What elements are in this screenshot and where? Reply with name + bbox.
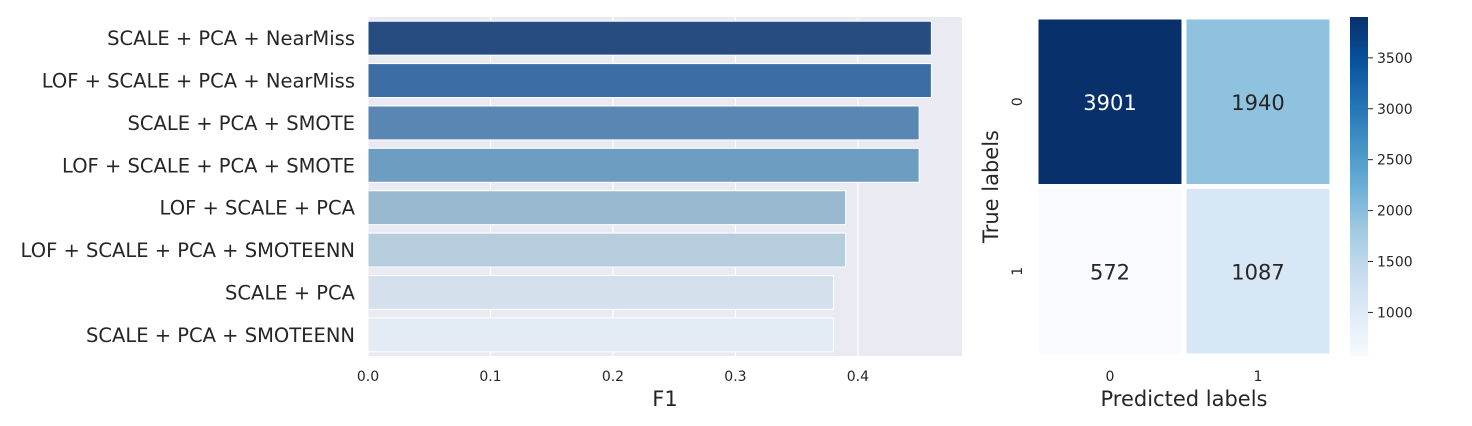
x-tick-label: 0.1 [479,369,501,385]
x-tick-labels: 0.0 0.1 0.2 0.3 0.4 [357,369,869,385]
category-label: LOF + SCALE + PCA [160,197,356,220]
x-tick-label: 0.0 [357,369,379,385]
heatmap-cells: 3901 1940 572 1087 [1033,14,1335,359]
x-tick-label: 1 [1254,369,1263,385]
category-labels: SCALE + PCA + NearMiss LOF + SCALE + PCA … [21,27,356,347]
colorbar-gradient [1350,17,1368,356]
colorbar: 1000 1500 2000 2500 3000 3500 [1350,17,1413,356]
category-label: SCALE + PCA [225,281,356,304]
bar [367,317,834,353]
x-axis-label: Predicted labels [1101,387,1268,411]
x-tick-label: 0.4 [847,369,869,385]
cell-value: 3901 [1083,91,1136,115]
x-axis-label: F1 [652,387,677,411]
category-label: LOF + SCALE + PCA + NearMiss [42,70,355,93]
colorbar-tick-label: 3500 [1377,51,1413,67]
colorbar-tick-label: 2500 [1377,153,1413,169]
colorbar-tick-label: 1000 [1377,305,1413,321]
bar [367,63,932,99]
y-tick-label: 0 [1010,97,1026,106]
category-label: LOF + SCALE + PCA + SMOTE [62,154,355,177]
bar [367,190,847,226]
heatmap-cell [1181,14,1335,189]
bar [367,147,920,183]
bars [367,20,932,353]
colorbar-tick-label: 3000 [1377,102,1413,118]
colorbar-tick-label: 1500 [1377,254,1413,270]
heatmap-cell [1033,184,1187,359]
cell-value: 1940 [1231,91,1284,115]
bar [367,274,834,310]
bar [367,20,932,56]
x-tick-label: 0.2 [602,369,624,385]
cell-value: 1087 [1231,260,1284,284]
heatmap-cell [1181,184,1335,359]
y-axis-label: True labels [979,130,1003,244]
category-label: SCALE + PCA + NearMiss [107,27,355,50]
heatmap-tick-labels: 0 1 0 1 [1010,97,1262,385]
category-label: SCALE + PCA + SMOTE [128,112,356,135]
category-label: LOF + SCALE + PCA + SMOTEENN [21,239,355,262]
x-tick-label: 0 [1106,369,1115,385]
x-tick-label: 0.3 [724,369,746,385]
colorbar-ticks: 1000 1500 2000 2500 3000 3500 [1368,51,1413,321]
colorbar-tick-label: 2000 [1377,204,1413,220]
y-tick-label: 1 [1010,267,1026,276]
confusion-matrix: 3901 1940 572 1087 0 1 0 1 Predicted labels Tr… [979,14,1335,411]
bar [367,232,847,268]
category-label: SCALE + PCA + SMOTEENN [86,324,355,347]
bar [367,105,920,141]
cell-value: 572 [1090,260,1130,284]
bar-chart: SCALE + PCA + NearMiss LOF + SCALE + PCA … [21,17,962,411]
